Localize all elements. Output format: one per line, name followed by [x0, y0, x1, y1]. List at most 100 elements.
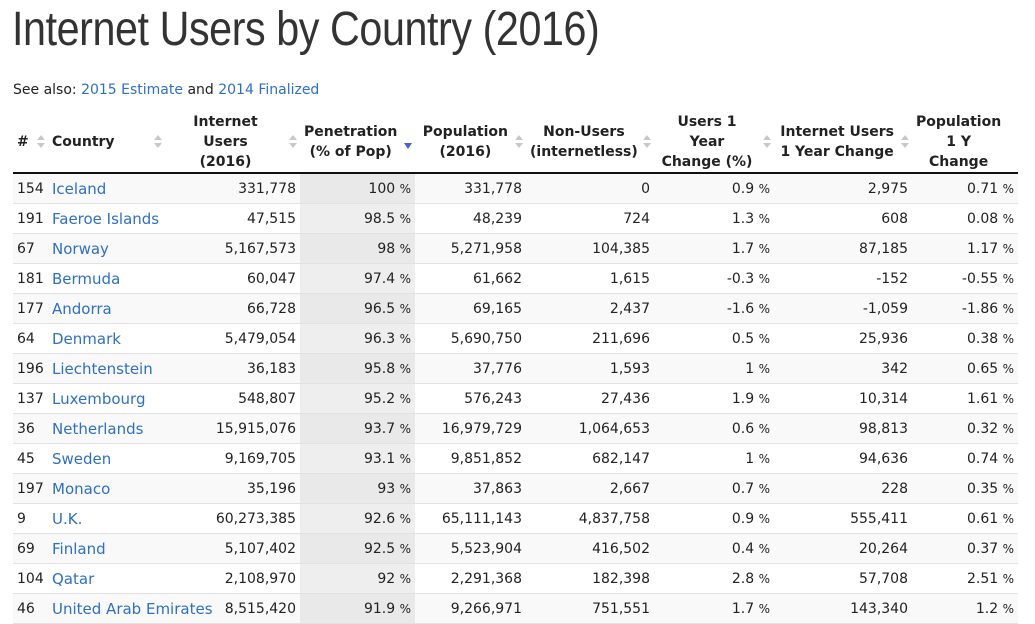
country-link[interactable]: Denmark [52, 329, 121, 348]
percent-unit: % [1002, 601, 1014, 616]
link-2014-finalized[interactable]: 2014 Finalized [218, 82, 320, 98]
cell-value: 137 [17, 390, 44, 407]
cell-value: 66,728 [247, 300, 296, 317]
rank-cell: 46 [13, 593, 48, 624]
col-header-population[interactable]: Population (2016) [415, 112, 526, 174]
percent-unit: % [399, 361, 411, 376]
country-link[interactable]: Monaco [52, 479, 111, 498]
country-link[interactable]: Norway [52, 239, 109, 258]
col-header-text: Country [52, 134, 115, 150]
cell-value: 0.61 [966, 510, 999, 527]
percent-unit: % [758, 451, 770, 466]
users-change-pct-cell: -0.3 % [654, 263, 774, 294]
col-header-internet-users[interactable]: Internet Users (2016) [165, 112, 300, 174]
percent-unit: % [399, 421, 411, 436]
users-change-pct-cell: 1 % [654, 353, 774, 384]
percent-unit: % [758, 361, 770, 376]
cell-value: 0.32 [966, 420, 999, 437]
cell-value: 98,813 [859, 420, 908, 437]
cell-value: 20,264 [859, 540, 908, 557]
users-change-cell: 57,708 [774, 563, 912, 594]
table-body: 154 Iceland 331,778 100 % 331,778 0 0.9 % 2,975… [13, 173, 1018, 624]
population-cell: 9,266,971 [415, 593, 526, 624]
table-row: 45 Sweden 9,169,705 93.1 % 9,851,852 682,147 1… [13, 443, 1018, 474]
country-cell: Norway [48, 233, 165, 264]
internet-users-cell: 5,107,402 [165, 533, 300, 564]
penetration-cell: 93 % [300, 473, 415, 504]
cell-value: 0 [641, 180, 650, 197]
col-header-country[interactable]: Country [48, 112, 165, 174]
internet-users-cell: 66,728 [165, 293, 300, 324]
country-link[interactable]: Qatar [52, 569, 95, 588]
country-cell: Qatar [48, 563, 165, 594]
non-users-cell: 2,437 [526, 293, 654, 324]
users-change-pct-cell: 1 % [654, 443, 774, 474]
rank-cell: 64 [13, 323, 48, 354]
population-change-cell: 0.32 % [912, 413, 1018, 444]
penetration-cell: 98 % [300, 233, 415, 264]
country-link[interactable]: Liechtenstein [52, 359, 153, 378]
country-link[interactable]: Bermuda [52, 269, 121, 288]
country-link[interactable]: United Arab Emirates [52, 599, 213, 618]
cell-value: 0.38 [966, 330, 999, 347]
cell-value: 576,243 [464, 390, 522, 407]
cell-value: 0.74 [966, 450, 999, 467]
col-header-users-change-pct[interactable]: Users 1 Year Change (%) [654, 112, 774, 174]
internet-users-cell: 9,169,705 [165, 443, 300, 474]
cell-value: 181 [17, 270, 44, 287]
cell-value: 9 [17, 510, 26, 527]
cell-value: 94,636 [859, 450, 908, 467]
users-change-cell: 608 [774, 203, 912, 234]
col-header-penetration[interactable]: Penetration (% of Pop) [300, 112, 415, 174]
users-change-cell: 228 [774, 473, 912, 504]
population-cell: 48,239 [415, 203, 526, 234]
country-link[interactable]: U.K. [52, 509, 83, 528]
cell-value: 1.3 [731, 210, 755, 227]
link-2015-estimate[interactable]: 2015 Estimate [81, 82, 183, 98]
non-users-cell: 416,502 [526, 533, 654, 564]
country-link[interactable]: Luxembourg [52, 389, 146, 408]
country-link[interactable]: Finland [52, 539, 106, 558]
see-also-prefix: See also: [13, 82, 77, 98]
col-header-text: Population [422, 124, 508, 140]
col-header-rank[interactable]: # [13, 112, 48, 174]
col-header-label: # [17, 132, 43, 152]
percent-unit: % [399, 541, 411, 556]
country-cell: Finland [48, 533, 165, 564]
population-change-cell: 0.37 % [912, 533, 1018, 564]
penetration-cell: 100 % [300, 173, 415, 204]
percent-unit: % [1002, 571, 1014, 586]
table-row: 137 Luxembourg 548,807 95.2 % 576,243 27,436 1… [13, 383, 1018, 414]
non-users-cell: 0 [526, 173, 654, 204]
rank-cell: 69 [13, 533, 48, 564]
col-header-non-users[interactable]: Non-Users (internetless) [526, 112, 654, 174]
country-link[interactable]: Faeroe Islands [52, 209, 160, 228]
country-link[interactable]: Sweden [52, 449, 112, 468]
country-link[interactable]: Netherlands [52, 419, 144, 438]
non-users-cell: 1,615 [526, 263, 654, 294]
country-link[interactable]: Iceland [52, 179, 107, 198]
cell-value: 0.9 [731, 180, 755, 197]
cell-value: -1.6 [726, 300, 755, 317]
col-header-population-change[interactable]: Population 1 Y Change [912, 112, 1018, 174]
cell-value: 751,551 [592, 600, 650, 617]
percent-unit: % [1002, 391, 1014, 406]
internet-users-cell: 2,108,970 [165, 563, 300, 594]
cell-value: 608 [881, 210, 908, 227]
table-row: 177 Andorra 66,728 96.5 % 69,165 2,437 -1.6 % -… [13, 293, 1018, 324]
table-row: 9 U.K. 60,273,385 92.6 % 65,111,143 4,837,758… [13, 503, 1018, 534]
cell-value: -1,059 [862, 300, 908, 317]
country-link[interactable]: Andorra [52, 299, 112, 318]
cell-value: 1.2 [975, 600, 999, 617]
cell-value: 93 [377, 480, 396, 497]
sort-icon [763, 135, 771, 149]
percent-unit: % [399, 511, 411, 526]
population-change-cell: 2.51 % [912, 563, 1018, 594]
internet-users-table: # Country Internet Users (2016) Penetrati… [13, 112, 1018, 624]
population-cell: 331,778 [415, 173, 526, 204]
col-header-users-change[interactable]: Internet Users 1 Year Change [774, 112, 912, 174]
col-header-text: Non-Users [543, 124, 625, 140]
cell-value: 416,502 [592, 540, 650, 557]
population-cell: 5,271,958 [415, 233, 526, 264]
cell-value: 342 [881, 360, 908, 377]
